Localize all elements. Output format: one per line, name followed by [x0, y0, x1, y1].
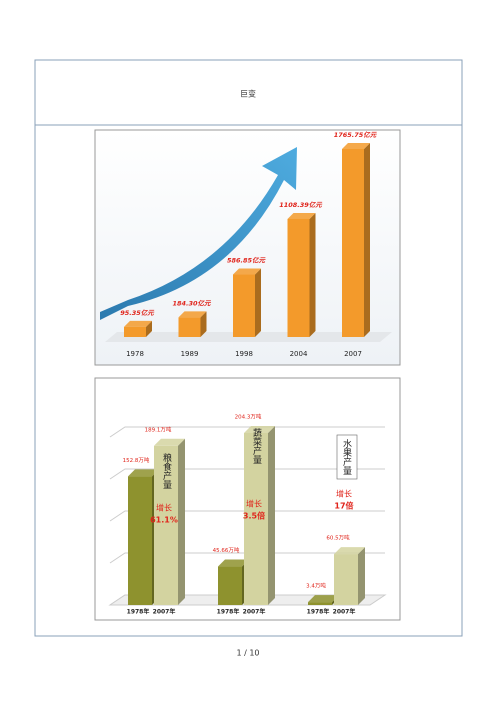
value-label: 1765.75亿元 — [334, 131, 378, 139]
bar — [244, 433, 268, 605]
bar — [154, 445, 178, 605]
value-label: 1108.39亿元 — [279, 201, 323, 209]
x-tick-label: 2004 — [290, 350, 308, 358]
gridline — [109, 510, 385, 522]
bar-top — [233, 268, 261, 275]
bar-top — [154, 438, 185, 446]
value-label: 586.85亿元 — [227, 257, 267, 265]
bar — [342, 149, 364, 337]
growth-arrow — [100, 147, 297, 320]
bar-top — [334, 547, 365, 555]
bar — [308, 602, 332, 605]
x-tick-label: 2007年 — [243, 608, 266, 616]
bar — [178, 317, 201, 337]
category-label: 蔬菜产量 — [251, 427, 262, 464]
growth-label: 3.5倍 — [243, 511, 265, 521]
x-tick-label: 2007年 — [333, 608, 356, 616]
bar-side — [200, 311, 207, 337]
growth-label: 增长 — [336, 489, 352, 499]
bar — [128, 476, 152, 605]
growth-label: 增长 — [156, 503, 172, 513]
x-tick-label: 2007 — [344, 350, 362, 358]
bar — [124, 326, 146, 337]
growth-label: 17倍 — [334, 501, 353, 511]
x-tick-label: 1998 — [235, 350, 253, 358]
bar-top — [218, 559, 249, 567]
bar — [334, 554, 358, 605]
bar-top — [308, 595, 339, 603]
growth-label: 61.1% — [150, 516, 178, 525]
value-label: 3.4万吨 — [306, 582, 326, 590]
page-number: 1 / 10 — [236, 649, 259, 658]
x-tick-label: 1978年 — [127, 608, 150, 616]
gridline — [109, 552, 385, 564]
value-label: 60.5万吨 — [326, 534, 350, 542]
bar-side — [255, 268, 261, 337]
x-tick-label: 1989 — [181, 350, 199, 358]
bar-top — [178, 311, 207, 318]
value-label: 152.8万吨 — [123, 456, 150, 464]
header-title: 巨变 — [240, 89, 256, 99]
growth-label: 增长 — [246, 499, 262, 509]
bar-top — [244, 426, 275, 433]
bar-side — [146, 320, 152, 337]
x-tick-label: 1978年 — [217, 608, 240, 616]
bar-side — [364, 143, 370, 337]
gridline — [109, 426, 385, 438]
value-label: 204.3万吨 — [235, 413, 262, 421]
bar — [233, 274, 255, 337]
category-label: 粮食产量 — [161, 452, 172, 489]
x-tick-label: 1978年 — [307, 608, 330, 616]
bar-top — [124, 320, 152, 327]
bar-top — [287, 212, 316, 219]
bar-side — [309, 212, 316, 337]
bar-top — [128, 469, 159, 477]
bar-side — [268, 426, 275, 605]
bar-side — [358, 547, 365, 605]
page-frame — [34, 59, 463, 637]
value-label: 95.35亿元 — [120, 309, 155, 317]
label-box — [336, 434, 358, 480]
bar-side — [178, 438, 185, 605]
value-label: 45.66万吨 — [213, 546, 240, 554]
x-tick-label: 2007年 — [153, 608, 176, 616]
x-tick-label: 1978 — [126, 350, 144, 358]
value-label: 189.1万吨 — [145, 425, 172, 433]
bar — [287, 218, 310, 337]
bar-top — [342, 143, 370, 149]
category-label: 水果产量 — [341, 438, 352, 475]
bar — [218, 566, 242, 605]
value-label: 184.30亿元 — [172, 299, 212, 307]
gridline — [109, 468, 385, 480]
